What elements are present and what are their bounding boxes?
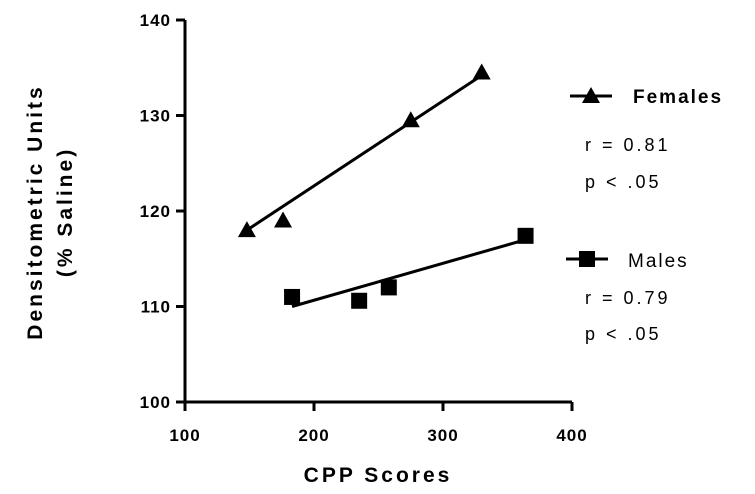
- legend-males-square-icon: [579, 251, 595, 267]
- x-tick-label-200: 200: [298, 426, 329, 445]
- plot-area: [237, 63, 534, 309]
- x-tick-label-300: 300: [427, 426, 458, 445]
- males-point-2: [380, 279, 397, 296]
- x-tick-label-100: 100: [169, 426, 200, 445]
- males-fit-line: [291, 238, 526, 308]
- y-tick-label-120: 120: [140, 202, 171, 221]
- y-tick-label-110: 110: [141, 298, 171, 317]
- males-point-3: [517, 227, 534, 244]
- legend-females-triangle-icon: [582, 87, 600, 103]
- males-point-0: [284, 288, 301, 305]
- axes: 100 200 300 400 100 110 120 130 140: [140, 11, 587, 445]
- males-p-stat: p < .05: [585, 324, 662, 344]
- y-tick-label-130: 130: [140, 107, 171, 126]
- females-r-stat: r = 0.81: [585, 135, 671, 155]
- y-axis-title-line2: (% Saline): [54, 147, 77, 277]
- x-tick-label-400: 400: [556, 426, 587, 445]
- y-tick-label-100: 100: [140, 393, 171, 412]
- y-axis-title-line1: Densitometric Units: [24, 84, 47, 339]
- females-point-0: [237, 221, 256, 238]
- y-tick-label-140: 140: [140, 11, 171, 30]
- x-axis-title: CPP Scores: [304, 464, 453, 487]
- females-point-2: [401, 111, 420, 128]
- females-point-1: [274, 211, 293, 228]
- legend-females-label: Females: [633, 87, 723, 108]
- females-fit-line: [246, 74, 483, 232]
- females-p-stat: p < .05: [585, 172, 662, 192]
- legend-females: Females r = 0.81 p < .05: [570, 87, 723, 192]
- males-point-1: [351, 292, 368, 309]
- males-r-stat: r = 0.79: [585, 288, 671, 308]
- females-point-3: [472, 63, 491, 80]
- legend-males: Males r = 0.79 p < .05: [566, 251, 689, 344]
- legend-males-label: Males: [628, 251, 689, 272]
